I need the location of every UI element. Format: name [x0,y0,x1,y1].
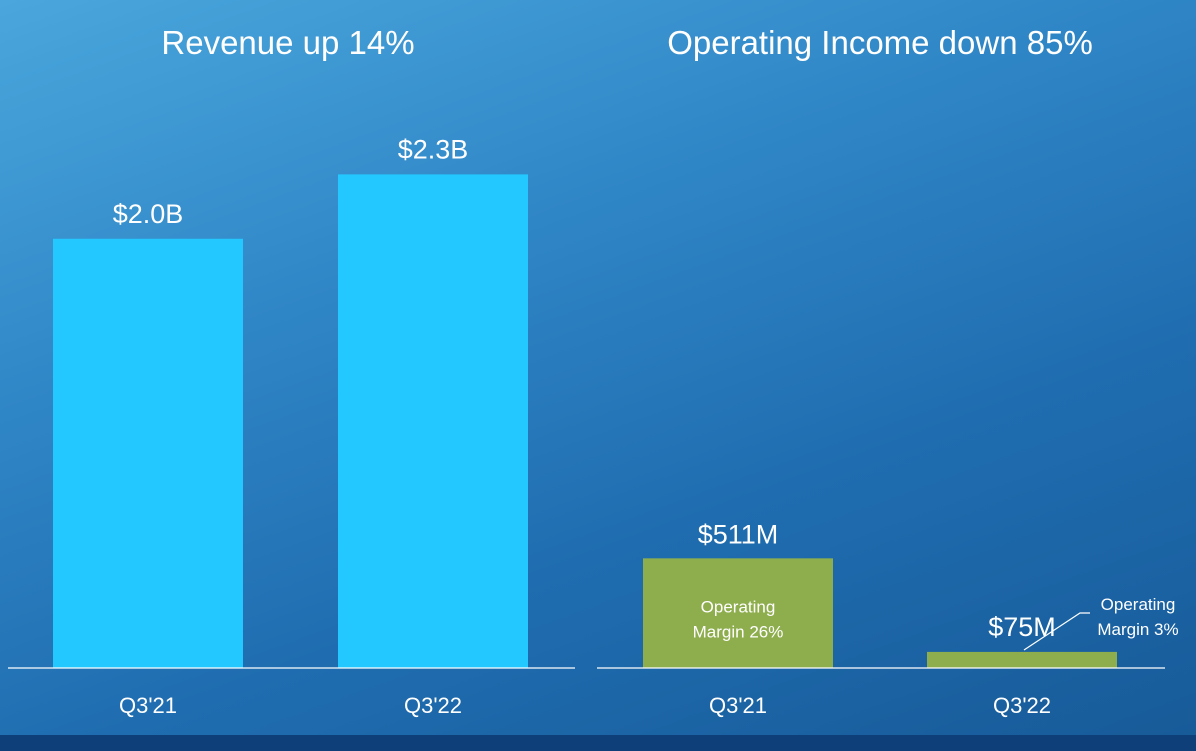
income-value-label-1: $75M [988,612,1056,642]
revenue-chart: Revenue up 14% $2.0B Q3'21 $2.3B Q3'22 [8,24,575,718]
revenue-category-label-1: Q3'22 [404,693,462,718]
revenue-value-label-1: $2.3B [398,134,469,164]
income-bar-1 [927,651,1117,668]
revenue-bar-0 [53,238,243,668]
revenue-chart-title: Revenue up 14% [161,24,414,61]
income-annotation-1-line-1: Margin 3% [1097,620,1178,639]
income-category-label-1: Q3'22 [993,693,1051,718]
income-annotation-0-line-0: Operating [701,597,776,616]
income-annotation-0-line-1: Margin 26% [693,622,784,641]
footer-band [0,735,1196,751]
revenue-category-label-0: Q3'21 [119,693,177,718]
revenue-value-label-0: $2.0B [113,199,184,229]
income-category-label-0: Q3'21 [709,693,767,718]
income-chart-title: Operating Income down 85% [667,24,1093,61]
income-annotation-1-line-0: Operating [1101,595,1176,614]
income-annotation-1-leader [1023,612,1090,651]
income-value-label-0: $511M [698,519,779,549]
income-chart: Operating Income down 85% Q3'21 $511M Oper… [597,24,1179,718]
revenue-bar-1 [338,174,528,668]
income-bar-0 [643,558,833,668]
